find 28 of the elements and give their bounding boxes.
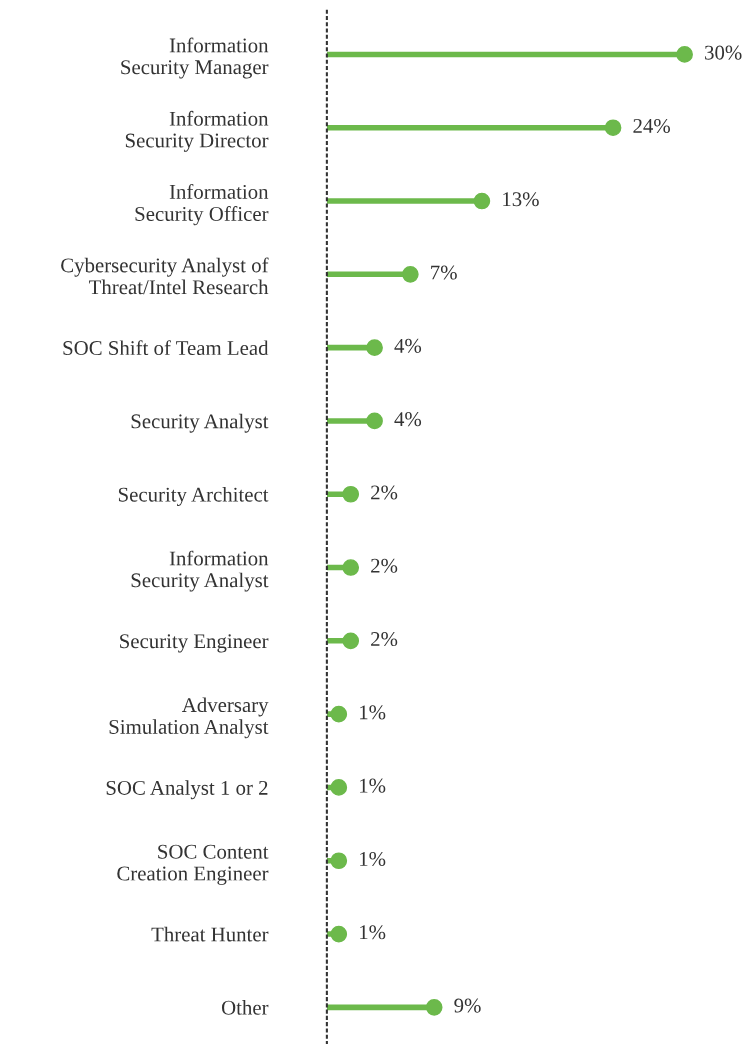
y-tick-label: Cybersecurity Analyst of Threat/Intel Research	[61, 257, 269, 295]
data-label: 2%	[371, 631, 398, 647]
y-tick-label: Security Engineer	[120, 634, 269, 653]
y-tick-label: SOC Content Creation Engineer	[117, 844, 269, 885]
data-label: 24%	[633, 118, 670, 134]
data-label: 7%	[431, 265, 457, 280]
y-tick-label: Adversary Simulation Analyst	[109, 697, 269, 739]
data-label: 1%	[360, 705, 386, 720]
data-label: 9%	[454, 998, 481, 1013]
y-tick-label: SOC Analyst 1 or 2	[106, 780, 268, 800]
y-tick-label: Security Architect	[118, 487, 269, 506]
y-tick-label: Information Security Analyst	[131, 550, 269, 592]
y-tick-label: SOC Shift of Team Lead	[63, 340, 269, 356]
y-tick-label: Information Security Officer	[135, 184, 269, 226]
y-tick-label: Information Security Director	[125, 110, 269, 152]
data-label: 1%	[360, 778, 386, 793]
y-tick-label: Threat Hunter	[151, 926, 269, 942]
data-label: 2%	[371, 558, 398, 573]
data-label: 2%	[371, 485, 398, 500]
data-label: 1%	[360, 851, 386, 867]
data-label: 4%	[394, 412, 422, 427]
data-label: 13%	[503, 192, 539, 207]
data-label: 1%	[360, 925, 386, 940]
y-tick-label: Security Analyst	[131, 413, 269, 433]
y-tick-label: Other	[221, 1000, 269, 1015]
data-label: 30%	[705, 45, 742, 60]
data-label: 4%	[394, 338, 422, 353]
y-tick-label: Information Security Manager	[121, 37, 269, 79]
